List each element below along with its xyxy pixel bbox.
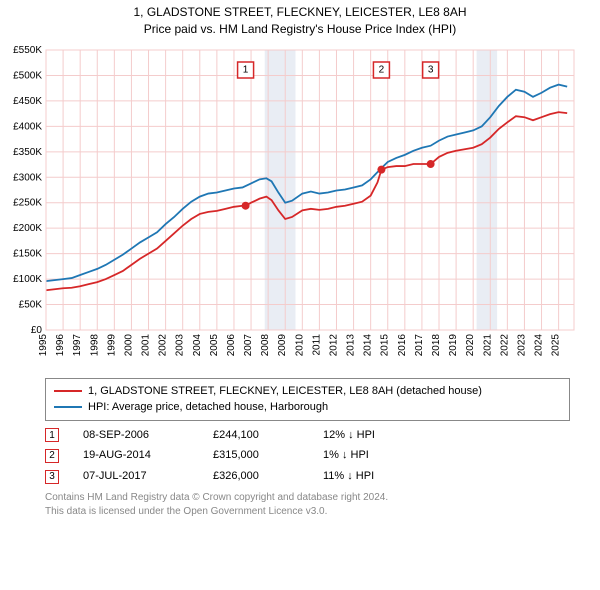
transaction-pct: 12% ↓ HPI xyxy=(323,425,433,446)
x-tick-label: 2000 xyxy=(123,333,134,356)
x-tick-label: 2009 xyxy=(277,333,288,356)
callout-label-2: 2 xyxy=(379,64,385,75)
y-tick-label: £500K xyxy=(13,70,42,81)
transactions-table: 1 08-SEP-2006£244,10012% ↓ HPI 2 19-AUG-201… xyxy=(45,425,570,488)
y-tick-label: £400K xyxy=(13,121,42,132)
x-tick-label: 2007 xyxy=(243,333,254,356)
x-tick-label: 2002 xyxy=(158,333,169,356)
y-tick-label: £50K xyxy=(19,299,43,310)
x-tick-label: 1996 xyxy=(55,333,66,356)
x-tick-label: 2020 xyxy=(465,333,476,356)
marker-dot-1 xyxy=(242,201,250,209)
footer-attribution: Contains HM Land Registry data © Crown c… xyxy=(45,491,570,519)
marker-dot-2 xyxy=(377,165,385,173)
transaction-marker: 2 xyxy=(45,449,59,463)
transaction-date: 07-JUL-2017 xyxy=(83,466,213,487)
transaction-price: £315,000 xyxy=(213,445,323,466)
transaction-pct: 11% ↓ HPI xyxy=(323,466,433,487)
x-tick-label: 2004 xyxy=(192,333,203,356)
x-tick-label: 2005 xyxy=(209,333,220,356)
x-tick-label: 2006 xyxy=(226,333,237,356)
transaction-date: 08-SEP-2006 xyxy=(83,425,213,446)
x-tick-label: 2017 xyxy=(414,333,425,356)
title-block: 1, GLADSTONE STREET, FLECKNEY, LEICESTER… xyxy=(0,0,600,38)
x-tick-label: 2010 xyxy=(294,333,305,356)
y-tick-label: £200K xyxy=(13,223,42,234)
legend-label: HPI: Average price, detached house, Harb… xyxy=(88,399,328,416)
transaction-pct: 1% ↓ HPI xyxy=(323,445,433,466)
title-line-2: Price paid vs. HM Land Registry's House … xyxy=(0,21,600,38)
x-tick-label: 2011 xyxy=(311,333,322,355)
x-tick-label: 2014 xyxy=(363,333,374,356)
chart-svg: £0£50K£100K£150K£200K£250K£300K£350K£400… xyxy=(0,42,600,372)
x-tick-label: 2012 xyxy=(328,333,339,356)
footer-line-2: This data is licensed under the Open Gov… xyxy=(45,505,570,519)
y-tick-label: £300K xyxy=(13,172,42,183)
y-tick-label: £350K xyxy=(13,146,42,157)
y-tick-label: £550K xyxy=(13,45,42,56)
y-tick-label: £150K xyxy=(13,248,42,259)
x-tick-label: 2019 xyxy=(448,333,459,356)
callout-label-1: 1 xyxy=(243,64,249,75)
transaction-marker: 3 xyxy=(45,470,59,484)
shaded-band-0 xyxy=(265,50,296,330)
title-line-1: 1, GLADSTONE STREET, FLECKNEY, LEICESTER… xyxy=(0,4,600,21)
transaction-row: 2 19-AUG-2014£315,0001% ↓ HPI xyxy=(45,445,570,466)
x-tick-label: 2021 xyxy=(482,333,493,356)
legend-row-0: 1, GLADSTONE STREET, FLECKNEY, LEICESTER… xyxy=(54,383,561,400)
transaction-row: 1 08-SEP-2006£244,10012% ↓ HPI xyxy=(45,425,570,446)
x-tick-label: 2025 xyxy=(551,333,562,356)
footer-line-1: Contains HM Land Registry data © Crown c… xyxy=(45,491,570,505)
x-tick-label: 1997 xyxy=(72,333,83,356)
legend-swatch xyxy=(54,406,82,408)
x-tick-label: 2013 xyxy=(346,333,357,356)
y-tick-label: £250K xyxy=(13,197,42,208)
x-tick-label: 2001 xyxy=(141,333,152,356)
x-tick-label: 2003 xyxy=(175,333,186,356)
transaction-price: £244,100 xyxy=(213,425,323,446)
x-tick-label: 1995 xyxy=(38,333,49,356)
shaded-band-1 xyxy=(477,50,498,330)
x-tick-label: 2023 xyxy=(516,333,527,356)
x-tick-label: 1999 xyxy=(106,333,117,356)
x-tick-label: 2024 xyxy=(534,333,545,356)
y-tick-label: £450K xyxy=(13,96,42,107)
x-tick-label: 1998 xyxy=(89,333,100,356)
transaction-row: 3 07-JUL-2017£326,00011% ↓ HPI xyxy=(45,466,570,487)
chart-area: £0£50K£100K£150K£200K£250K£300K£350K£400… xyxy=(0,42,600,372)
legend-row-1: HPI: Average price, detached house, Harb… xyxy=(54,399,561,416)
transaction-marker: 1 xyxy=(45,428,59,442)
marker-dot-3 xyxy=(427,160,435,168)
x-tick-label: 2022 xyxy=(499,333,510,356)
transaction-date: 19-AUG-2014 xyxy=(83,445,213,466)
x-tick-label: 2008 xyxy=(260,333,271,356)
transaction-price: £326,000 xyxy=(213,466,323,487)
y-tick-label: £100K xyxy=(13,274,42,285)
x-tick-label: 2018 xyxy=(431,333,442,356)
x-tick-label: 2015 xyxy=(380,333,391,356)
legend-box: 1, GLADSTONE STREET, FLECKNEY, LEICESTER… xyxy=(45,378,570,421)
legend-swatch xyxy=(54,390,82,392)
x-tick-label: 2016 xyxy=(397,333,408,356)
legend-label: 1, GLADSTONE STREET, FLECKNEY, LEICESTER… xyxy=(88,383,482,400)
callout-label-3: 3 xyxy=(428,64,434,75)
